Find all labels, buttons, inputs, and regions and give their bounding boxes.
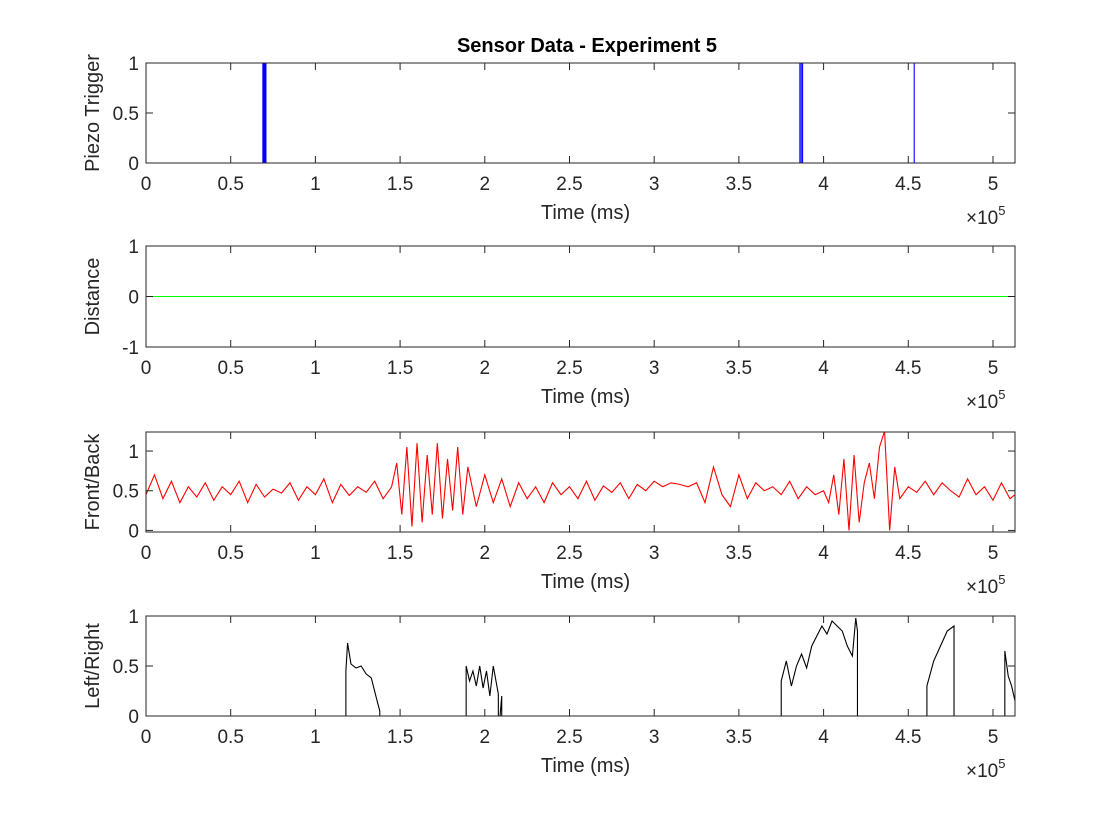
y-tick-label: 0.5 <box>113 482 139 503</box>
x-tick-label: 1.5 <box>387 543 413 564</box>
series-line-1 <box>146 432 1015 531</box>
plot-area <box>146 432 1015 532</box>
x-tick-label: 1 <box>310 174 321 195</box>
axes-box <box>145 431 1016 533</box>
subplot-3: 0 0.5 1 1.5 2 2.5 3 3.5 4 4.5 5 0 0.5 1 Time (ms) Front… <box>82 431 1016 598</box>
y-tick-label: 0.5 <box>113 657 139 678</box>
y-tick-label: 1 <box>128 237 139 258</box>
y-tick-label: 1 <box>128 54 139 75</box>
x-axis-label: Time (ms) <box>541 755 630 777</box>
plot-area <box>146 63 1015 163</box>
x-tick-label: 5 <box>988 543 999 564</box>
x-tick-label: 1 <box>310 543 321 564</box>
x-tick-label: 0 <box>141 543 152 564</box>
x-axis-label: Time (ms) <box>541 386 630 408</box>
x-tick-label: 3 <box>649 174 660 195</box>
x-tick-label: 1 <box>310 358 321 379</box>
x-tick-label: 4 <box>818 543 829 564</box>
y-tick-label: 1 <box>128 607 139 628</box>
x-tick-label: 5 <box>988 727 999 748</box>
x-tick-label: 0.5 <box>217 543 243 564</box>
x-tick-label: 1.5 <box>387 358 413 379</box>
x-tick-label: 0 <box>141 727 152 748</box>
subplot-4: 0 0.5 1 1.5 2 2.5 3 3.5 4 4.5 5 0 0.5 1 Time (ms) Left/… <box>82 607 1016 782</box>
x-tick-label: 4 <box>818 727 829 748</box>
plot-area <box>146 616 1015 716</box>
x-exponent-label: ×105 <box>966 756 1005 782</box>
x-exponent-label: ×105 <box>966 203 1005 229</box>
x-tick-label: 2 <box>480 727 491 748</box>
x-tick-label: 0.5 <box>217 174 243 195</box>
x-tick-label: 0.5 <box>217 358 243 379</box>
y-tick-label: 0 <box>128 707 139 728</box>
x-tick-label: 4 <box>818 358 829 379</box>
x-tick-label: 2.5 <box>556 358 582 379</box>
series-group <box>146 432 1015 531</box>
x-exponent-label: ×105 <box>966 387 1005 413</box>
x-tick-label: 4.5 <box>895 174 921 195</box>
x-tick-label: 4 <box>818 174 829 195</box>
x-tick-label: 5 <box>988 174 999 195</box>
x-tick-label: 2 <box>480 174 491 195</box>
y-tick-label: 0 <box>128 154 139 175</box>
x-tick-label: 2.5 <box>556 727 582 748</box>
subplot-1: 0 0.5 1 1.5 2 2.5 3 3.5 4 4.5 5 0 0.5 1 Time (ms) Piezo… <box>82 54 1016 229</box>
x-tick-label: 3.5 <box>726 174 752 195</box>
figure-title: Sensor Data - Experiment 5 <box>457 35 717 57</box>
x-tick-label: 2.5 <box>556 543 582 564</box>
x-tick-label: 3.5 <box>726 543 752 564</box>
y-tick-label: -1 <box>122 338 139 359</box>
x-tick-label: 1.5 <box>387 174 413 195</box>
x-tick-label: 0.5 <box>217 727 243 748</box>
y-axis-label: Distance <box>82 258 104 336</box>
x-tick-label: 3.5 <box>726 358 752 379</box>
y-tick-label: 0 <box>128 521 139 542</box>
x-tick-label: 3 <box>649 358 660 379</box>
x-tick-label: 1 <box>310 727 321 748</box>
x-tick-label: 0 <box>141 358 152 379</box>
series-group <box>146 617 1015 716</box>
x-tick-label: 5 <box>988 358 999 379</box>
x-exponent-label: ×105 <box>966 572 1005 598</box>
x-tick-label: 4.5 <box>895 358 921 379</box>
x-tick-label: 3.5 <box>726 727 752 748</box>
series-line-1 <box>146 617 1015 716</box>
x-tick-label: 3 <box>649 543 660 564</box>
x-tick-label: 1.5 <box>387 727 413 748</box>
x-tick-label: 2 <box>480 358 491 379</box>
y-axis-label: Front/Back <box>82 433 104 531</box>
x-tick-label: 0 <box>141 174 152 195</box>
x-tick-label: 4.5 <box>895 727 921 748</box>
x-tick-label: 2 <box>480 543 491 564</box>
y-axis-label: Piezo Trigger <box>82 54 104 172</box>
x-tick-label: 4.5 <box>895 543 921 564</box>
x-tick-label: 2.5 <box>556 174 582 195</box>
x-axis-label: Time (ms) <box>541 571 630 593</box>
y-tick-label: 0 <box>128 288 139 309</box>
y-tick-label: 1 <box>128 442 139 463</box>
x-tick-label: 3 <box>649 727 660 748</box>
y-tick-label: 0.5 <box>113 104 139 125</box>
x-axis-label: Time (ms) <box>541 202 630 224</box>
y-axis-label: Left/Right <box>82 623 104 709</box>
